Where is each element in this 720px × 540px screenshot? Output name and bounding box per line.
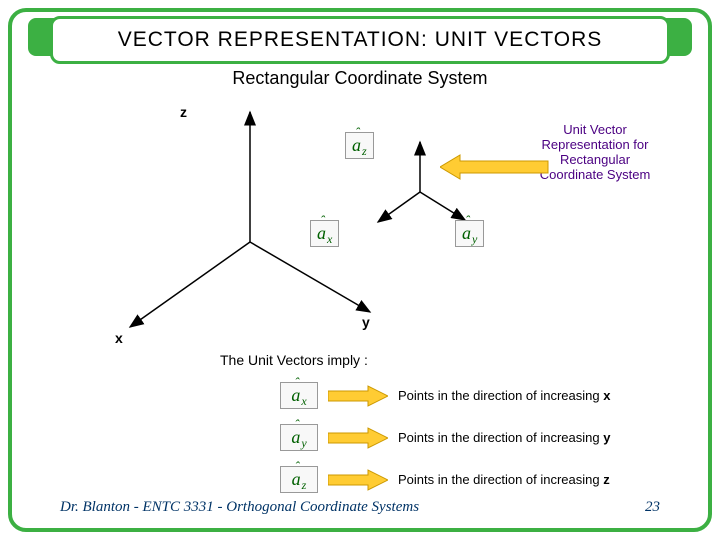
gold-arrow-icon: [328, 426, 388, 450]
vec-sub: x: [301, 394, 306, 409]
vec-sub: z: [302, 478, 307, 493]
imply-axis: y: [603, 430, 610, 445]
imply-text-pre: Points in the direction of increasing: [398, 472, 603, 487]
diagram-area: z y x az ax ay Unit Vector Representatio…: [20, 92, 700, 342]
slide-title: VECTOR REPRESENTATION: UNIT VECTORS: [118, 28, 603, 52]
unit-vector-az: az: [345, 132, 374, 159]
vec-base: a: [291, 427, 300, 448]
imply-text-pre: Points in the direction of increasing: [398, 430, 603, 445]
vec-base: a: [291, 385, 300, 406]
imply-text-pre: Points in the direction of increasing: [398, 388, 603, 403]
subtitle: Rectangular Coordinate System: [20, 68, 700, 89]
imply-heading: The Unit Vectors imply :: [220, 352, 368, 368]
footer-author-course: Dr. Blanton - ENTC 3331 -: [60, 499, 226, 515]
footer-page: 23: [645, 499, 660, 516]
content-area: Rectangular Coordinate System z y x az: [20, 62, 700, 520]
axis-label-y: y: [362, 314, 370, 330]
axis-label-z: z: [180, 104, 187, 120]
footer-left: Dr. Blanton - ENTC 3331 - Orthogonal Coo…: [60, 499, 419, 516]
title-container: VECTOR REPRESENTATION: UNIT VECTORS: [50, 16, 670, 64]
imply-row-y: ay Points in the direction of increasing…: [280, 424, 610, 451]
imply-axis: z: [603, 472, 610, 487]
unit-vector-ax-inline: ax: [280, 382, 318, 409]
axis-label-x: x: [115, 330, 123, 346]
vec-base: a: [462, 223, 471, 244]
vec-sub: y: [472, 232, 477, 247]
imply-axis: x: [603, 388, 610, 403]
imply-row-z: az Points in the direction of increasing…: [280, 466, 610, 493]
imply-desc-x: Points in the direction of increasing x: [398, 388, 610, 403]
unit-vector-az-inline: az: [280, 466, 318, 493]
vec-sub: y: [301, 436, 306, 451]
vec-sub: x: [327, 232, 332, 247]
gold-arrow-icon: [328, 468, 388, 492]
gold-arrow-icon: [328, 384, 388, 408]
unit-vector-ay-inline: ay: [280, 424, 318, 451]
imply-row-x: ax Points in the direction of increasing…: [280, 382, 610, 409]
footer-topic: Orthogonal Coordinate Systems: [226, 499, 419, 515]
imply-desc-z: Points in the direction of increasing z: [398, 472, 610, 487]
unit-vector-ax: ax: [310, 220, 339, 247]
callout-arrow-icon: [440, 152, 550, 182]
vec-base: a: [317, 223, 326, 244]
vec-base: a: [352, 135, 361, 156]
unit-vector-ay: ay: [455, 220, 484, 247]
vec-sub: z: [362, 144, 367, 159]
footer: Dr. Blanton - ENTC 3331 - Orthogonal Coo…: [60, 499, 660, 516]
imply-desc-y: Points in the direction of increasing y: [398, 430, 610, 445]
vec-base: a: [292, 469, 301, 490]
